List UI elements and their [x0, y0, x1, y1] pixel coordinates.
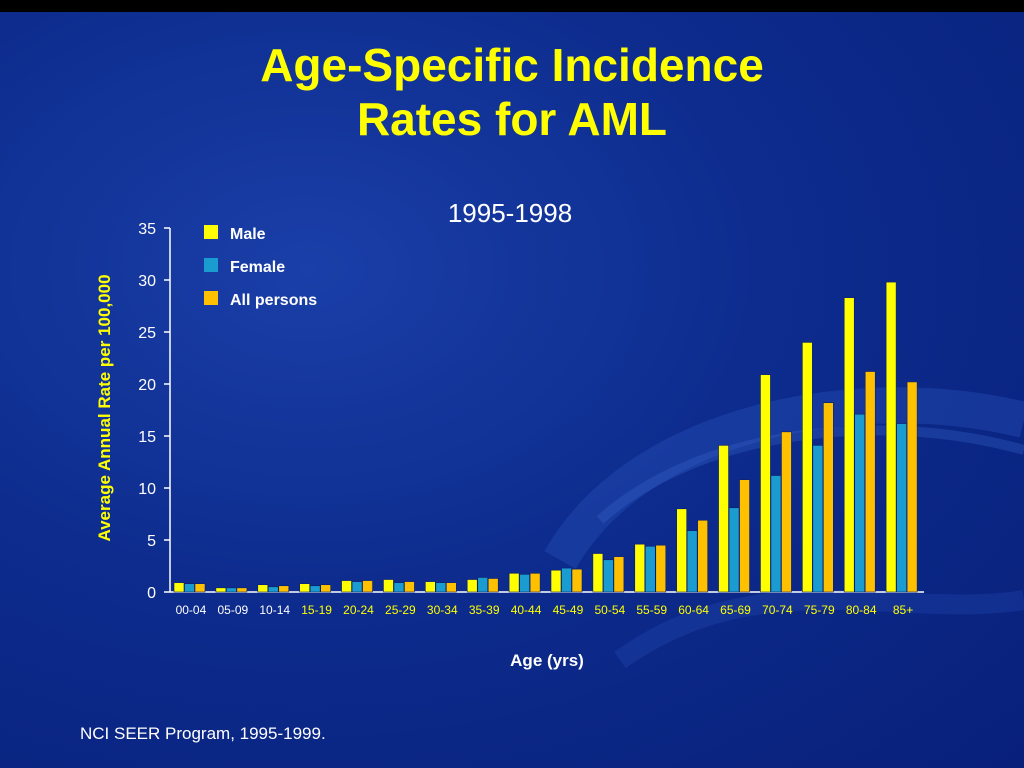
bar-male-25-29 [383, 579, 394, 593]
legend-label-male: Male [230, 225, 266, 243]
bar-all-persons-55-59 [655, 544, 667, 593]
y-axis-label: Average Annual Rate per 100,000 [95, 274, 114, 541]
bar-male-10-14 [257, 584, 269, 593]
bar-male-05-09 [215, 587, 227, 593]
x-tick-label: 80-84 [846, 603, 877, 617]
bar-male-20-24 [341, 580, 352, 593]
bar-female-45-49 [561, 567, 572, 593]
y-tick-label: 30 [138, 273, 156, 290]
legend-swatch-all-persons [204, 290, 218, 305]
bar-male-65-69 [718, 445, 729, 593]
bar-female-70-74 [770, 475, 782, 593]
bar-female-30-34 [435, 582, 447, 593]
bar-all-persons-25-29 [404, 581, 415, 593]
source-note: NCI SEER Program, 1995-1999. [80, 724, 326, 743]
bar-male-00-04 [173, 582, 185, 593]
bar-female-00-04 [184, 583, 195, 593]
x-tick-label: 70-74 [762, 603, 793, 617]
legend-swatch-male [204, 224, 218, 239]
bar-all-persons-80-84 [864, 371, 876, 593]
bar-male-60-64 [676, 508, 687, 593]
bar-all-persons-05-09 [236, 587, 248, 593]
bar-all-persons-00-04 [194, 583, 206, 593]
bar-male-75-79 [802, 342, 813, 593]
bar-male-85+ [885, 281, 897, 593]
x-tick-label: 40-44 [511, 603, 542, 617]
bar-all-persons-40-44 [529, 572, 541, 593]
bar-all-persons-65-69 [739, 479, 750, 593]
bar-female-85+ [896, 423, 907, 593]
bar-female-35-39 [477, 577, 489, 593]
legend-item-female: Female [204, 251, 317, 284]
x-tick-label: 20-24 [343, 603, 374, 617]
title-line-1: Age-Specific Incidence [260, 39, 764, 91]
bar-female-15-19 [309, 585, 321, 593]
bar-all-persons-10-14 [278, 585, 290, 593]
bar-all-persons-35-39 [487, 578, 499, 593]
bar-all-persons-45-49 [571, 568, 583, 593]
y-tick-label: 5 [147, 533, 156, 550]
x-tick-label: 00-04 [176, 603, 207, 617]
bar-female-55-59 [644, 545, 656, 593]
y-tick-label: 0 [147, 585, 156, 602]
bar-male-30-34 [425, 581, 436, 593]
bar-all-persons-85+ [906, 381, 918, 593]
chart-legend: Male Female All persons [204, 218, 317, 317]
bar-female-50-54 [603, 559, 614, 593]
top-bar [0, 0, 1024, 12]
slide-title: Age-Specific Incidence Rates for AML [0, 38, 1024, 146]
legend-item-male: Male [204, 218, 317, 251]
x-tick-label: 60-64 [678, 603, 709, 617]
bar-all-persons-60-64 [697, 519, 708, 593]
chart-subtitle: 1995-1998 [447, 198, 573, 228]
y-tick-label: 35 [138, 221, 156, 238]
x-tick-label: 25-29 [385, 603, 416, 617]
y-tick-label: 15 [138, 429, 156, 446]
x-tick-label: 50-54 [594, 603, 625, 617]
bar-female-75-79 [812, 445, 824, 593]
bar-male-35-39 [466, 579, 478, 593]
x-tick-label: 35-39 [469, 603, 500, 617]
x-tick-label: 45-49 [553, 603, 584, 617]
x-tick-label: 10-14 [259, 603, 290, 617]
bar-male-55-59 [634, 543, 646, 593]
bar-female-10-14 [267, 586, 279, 593]
x-axis-label: Age (yrs) [510, 651, 584, 670]
x-tick-label: 75-79 [804, 603, 835, 617]
legend-item-all-persons: All persons [204, 284, 317, 317]
legend-swatch-female [204, 257, 218, 272]
bar-all-persons-20-24 [362, 580, 373, 593]
bar-all-persons-75-79 [823, 402, 834, 593]
bar-all-persons-50-54 [613, 556, 625, 593]
bar-all-persons-70-74 [781, 431, 792, 593]
bar-all-persons-30-34 [446, 582, 457, 593]
bar-female-20-24 [351, 581, 363, 593]
bar-female-80-84 [854, 413, 866, 593]
legend-label-female: Female [230, 258, 286, 276]
bar-male-70-74 [760, 374, 771, 593]
bar-male-15-19 [299, 583, 310, 593]
bar-female-25-29 [393, 582, 405, 593]
x-tick-label: 30-34 [427, 603, 458, 617]
bar-female-05-09 [226, 587, 237, 593]
y-tick-label: 10 [138, 481, 156, 498]
x-tick-label: 55-59 [636, 603, 667, 617]
legend-label-all-persons: All persons [230, 291, 318, 309]
bar-male-50-54 [592, 553, 604, 593]
y-tick-label: 20 [138, 377, 156, 394]
bar-male-45-49 [550, 569, 562, 593]
bar-female-40-44 [519, 574, 530, 593]
bar-male-80-84 [843, 297, 855, 593]
x-tick-label: 15-19 [301, 603, 332, 617]
x-tick-label: 85+ [893, 603, 913, 617]
bar-female-65-69 [728, 507, 740, 593]
bar-all-persons-15-19 [320, 584, 331, 593]
bar-female-60-64 [686, 530, 698, 593]
x-tick-label: 65-69 [720, 603, 751, 617]
title-line-2: Rates for AML [356, 93, 668, 145]
bar-male-40-44 [508, 572, 520, 593]
x-tick-label: 05-09 [217, 603, 248, 617]
y-tick-label: 25 [138, 325, 156, 342]
